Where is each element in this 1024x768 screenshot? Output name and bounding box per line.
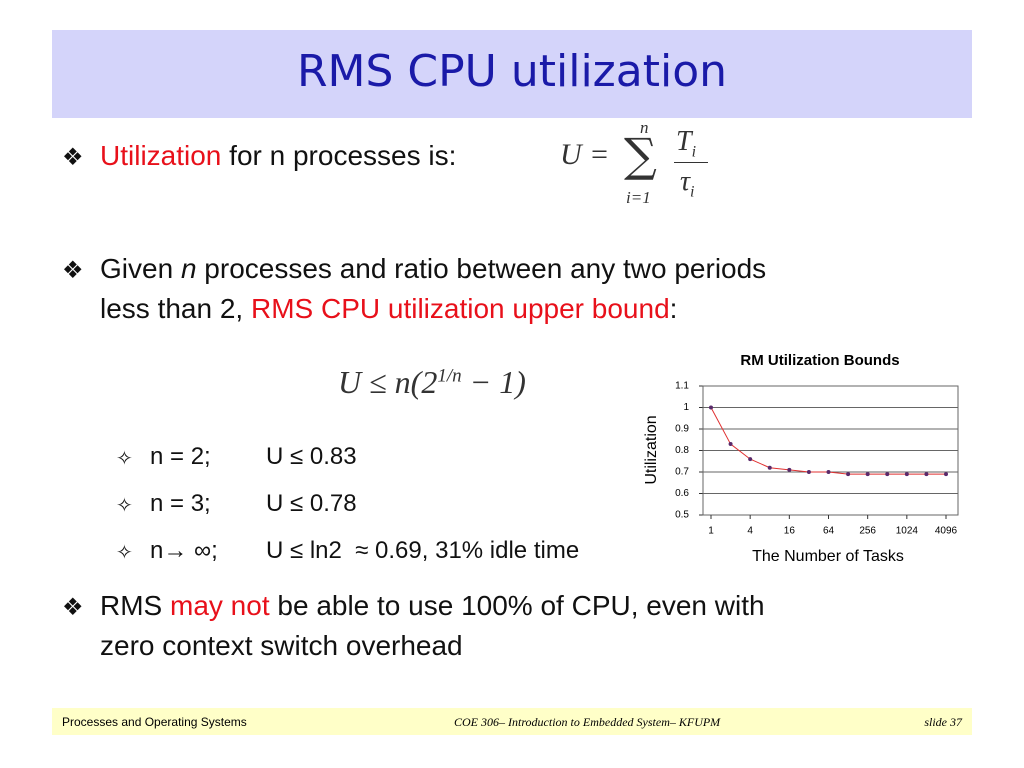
y-tick-label: 0.6 (675, 488, 689, 499)
bullet-marker: ❖ (62, 257, 84, 284)
sub-u: U ≤ ln2 ≈ 0.69, 31% idle time (266, 537, 580, 564)
sub-marker: ✧ (116, 495, 133, 517)
bullet-line: zero context switch overhead (100, 630, 463, 662)
formula-lower: i=1 (626, 188, 651, 207)
sub-marker: ✧ (116, 542, 133, 564)
data-point (924, 472, 929, 477)
formula-bound: U ≤ n(21/n − 1) (338, 364, 526, 401)
num-sub: i (691, 143, 697, 161)
y-tick-label: 0.8 (675, 445, 689, 456)
data-point (944, 472, 948, 477)
x-tick-label: 4096 (935, 526, 958, 537)
bullet-marker: ❖ (62, 144, 84, 171)
text-segment: RMS (100, 590, 170, 621)
bound-sup: 1/n (437, 365, 462, 387)
data-line (710, 407, 946, 475)
y-tick-label: 1 (683, 402, 689, 413)
plot-frame (702, 385, 959, 516)
formula-lhs: U = (560, 138, 610, 171)
formula-sum: ∑ (624, 128, 657, 182)
chart-title: RM Utilization Bounds (740, 352, 899, 369)
y-tick-label: 0.9 (675, 424, 689, 435)
footer: Processes and Operating Systems COE 306–… (52, 708, 972, 735)
x-tick-label: 1 (708, 526, 714, 537)
bullet-line: less than 2, RMS CPU utilization upper b… (100, 293, 677, 325)
text-segment: Utilization (100, 140, 222, 171)
formula-den: τi (680, 166, 694, 202)
y-axis-label: Utilization (643, 415, 660, 484)
y-tick-label: 1.1 (675, 381, 689, 392)
text-segment: RMS CPU utilization upper bound (250, 293, 670, 324)
x-axis-label: The Number of Tasks (752, 548, 904, 565)
bound-text: U ≤ n(2 (338, 364, 438, 400)
fraction-bar (674, 162, 708, 163)
x-tick-label: 64 (823, 526, 835, 537)
data-point (904, 472, 909, 477)
title-band: RMS CPU utilization (52, 30, 972, 118)
bullet-marker: ❖ (62, 594, 84, 621)
bullet-line: Given n processes and ratio between any … (100, 253, 766, 285)
den-sub: i (690, 183, 695, 201)
data-point (885, 472, 890, 477)
x-tick-label: 1024 (896, 526, 919, 537)
x-tick-label: 16 (784, 526, 796, 537)
data-point (806, 470, 811, 474)
data-point (767, 465, 772, 470)
den: τ (680, 166, 691, 197)
bound-rest: − 1) (461, 364, 526, 400)
text-segment: zero context switch overhead (100, 630, 463, 661)
sub-u: U ≤ 0.78 (266, 490, 357, 517)
num: T (676, 126, 692, 157)
text-segment: may not (170, 590, 270, 621)
sub-n: n = 3; (150, 490, 211, 517)
slide-title: RMS CPU utilization (296, 46, 728, 97)
footer-right: slide 37 (924, 715, 962, 729)
data-point (846, 472, 851, 477)
sub-n: n = 2; (150, 443, 211, 470)
footer-center: COE 306– Introduction to Embedded System… (454, 715, 721, 729)
text-segment: n (180, 253, 197, 284)
x-tick-label: 256 (859, 526, 876, 537)
text-segment: Given (100, 253, 181, 284)
bullet-line: RMS may not be able to use 100% of CPU, … (100, 590, 765, 622)
text-segment: be able to use 100% of CPU, even with (269, 590, 765, 621)
y-tick-label: 0.5 (675, 510, 689, 521)
sub-marker: ✧ (116, 448, 133, 470)
footer-left: Processes and Operating Systems (62, 715, 247, 729)
text-segment: less than 2, (100, 293, 251, 324)
text-segment: for n processes is: (221, 140, 457, 171)
chart: RM Utilization Bounds 0.5 0.6 0.7 0.8 0.9 1 1.1… (643, 352, 959, 565)
formula-upper: n (640, 118, 649, 137)
data-point (865, 472, 870, 477)
data-point (709, 405, 713, 410)
data-point (826, 470, 831, 474)
text-segment: processes and ratio between any two peri… (196, 253, 767, 284)
formula-num: Ti (676, 126, 696, 162)
y-tick-label: 0.7 (675, 467, 689, 478)
sub-u: U ≤ 0.83 (266, 443, 357, 470)
data-point (787, 467, 792, 472)
bullet-line: Utilization for n processes is: (100, 140, 456, 172)
sub-n: n→ ∞; (150, 537, 218, 564)
data-point (728, 442, 733, 447)
text-segment: : (669, 293, 678, 324)
x-tick-label: 4 (747, 526, 753, 537)
data-point (748, 457, 753, 462)
